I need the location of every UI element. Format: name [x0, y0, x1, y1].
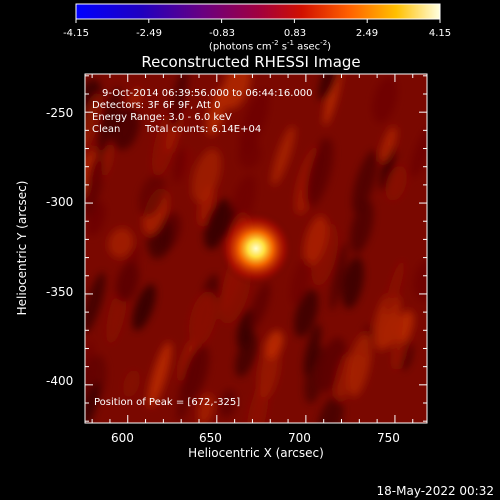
texture-blob: [310, 138, 327, 200]
texture-blob: [222, 74, 251, 110]
colorbar: [75, 3, 441, 23]
colorbar-tick-label: 4.15: [428, 28, 452, 39]
axis-ticks: [85, 74, 427, 423]
texture-blob: [219, 389, 237, 418]
colorbar-gradient: [75, 3, 441, 20]
plot-frame: [84, 73, 428, 424]
colorbar-tick-label: -0.83: [209, 28, 235, 39]
texture-blob: [317, 396, 344, 423]
y-tick-label: -400: [46, 374, 74, 388]
texture-blob: [112, 105, 140, 150]
texture-blob: [85, 93, 101, 150]
texture-blob: [318, 74, 341, 101]
texture-blob: [334, 353, 353, 402]
texture-blob: [246, 383, 269, 423]
texture-blob: [271, 125, 296, 186]
texture-blob: [123, 369, 140, 398]
counts-annotation: Total counts: 6.14E+04: [145, 124, 262, 135]
colorbar-tick-label: -2.49: [136, 28, 162, 39]
texture-blob: [385, 165, 407, 201]
colorbar-tick-label: 2.49: [355, 28, 379, 39]
texture-blob: [235, 333, 258, 378]
y-tick-label: -250: [46, 106, 74, 120]
texture-blob: [239, 89, 270, 154]
texture-blob: [303, 215, 328, 266]
texture-blob: [329, 242, 348, 311]
method-annotation: Clean: [92, 124, 121, 135]
y-axis-label: Heliocentric Y (arcsec): [15, 180, 29, 316]
texture-blob: [191, 148, 222, 203]
colorbar-unit-label: (photons cm-2 s-1 asec-2): [208, 39, 332, 53]
texture-blob: [413, 259, 427, 301]
flare-source: [218, 210, 294, 287]
colorbar-ticks: [75, 19, 441, 23]
texture-blob: [176, 353, 198, 422]
texture-blob: [303, 323, 322, 376]
x-tick-label: 650: [199, 431, 222, 445]
chart-title: Reconstructed RHESSI Image: [141, 53, 361, 71]
colorbar-tick-label: 0.83: [283, 28, 307, 39]
energy-annotation: Energy Range: 3.0 - 6.0 keV: [92, 112, 232, 123]
y-tick-label: -300: [46, 195, 74, 209]
texture-blob: [132, 284, 156, 331]
texture-blob: [206, 88, 227, 136]
time-range-annotation: 9-Oct-2014 06:39:56.000 to 06:44:16.000: [102, 88, 313, 99]
footer-date: 18-May-2022 00:32: [376, 484, 494, 498]
texture-blob: [381, 313, 403, 348]
texture-blob: [341, 256, 364, 309]
texture-blob: [85, 381, 100, 423]
texture-blob: [380, 146, 396, 191]
texture-blob: [347, 333, 372, 397]
texture-blob: [323, 74, 343, 126]
texture-blob: [96, 87, 122, 156]
texture-blob: [290, 258, 311, 306]
texture-blob: [147, 342, 172, 408]
x-axis-label: Heliocentric X (arcsec): [188, 446, 324, 460]
texture-blob: [189, 291, 217, 346]
detectors-annotation: Detectors: 3F 6F 9F, Att 0: [92, 100, 221, 111]
heatmap-plot: [84, 73, 428, 424]
texture-blob: [248, 282, 271, 330]
colorbar-tick-label: -4.15: [63, 28, 89, 39]
x-tick-label: 700: [288, 431, 311, 445]
texture-blob: [85, 153, 104, 218]
y-tick-label: -350: [46, 285, 74, 299]
texture-blob: [264, 330, 284, 360]
texture-blob: [380, 126, 397, 163]
texture-blob: [352, 150, 379, 213]
x-tick-label: 600: [111, 431, 134, 445]
texture-blob: [170, 74, 188, 130]
texture-blob: [197, 393, 214, 423]
texture-blob: [385, 259, 405, 314]
texture-blob: [85, 272, 106, 334]
texture-blob: [138, 174, 166, 218]
texture-blob: [350, 199, 374, 254]
texture-blob: [108, 227, 134, 258]
texture-blob: [372, 76, 398, 123]
peak-annotation: Position of Peak = [672,-325]: [94, 397, 241, 408]
texture-blob: [173, 147, 187, 183]
texture-blob: [230, 174, 257, 229]
x-tick-label: 750: [377, 431, 400, 445]
texture-blob: [115, 261, 140, 302]
